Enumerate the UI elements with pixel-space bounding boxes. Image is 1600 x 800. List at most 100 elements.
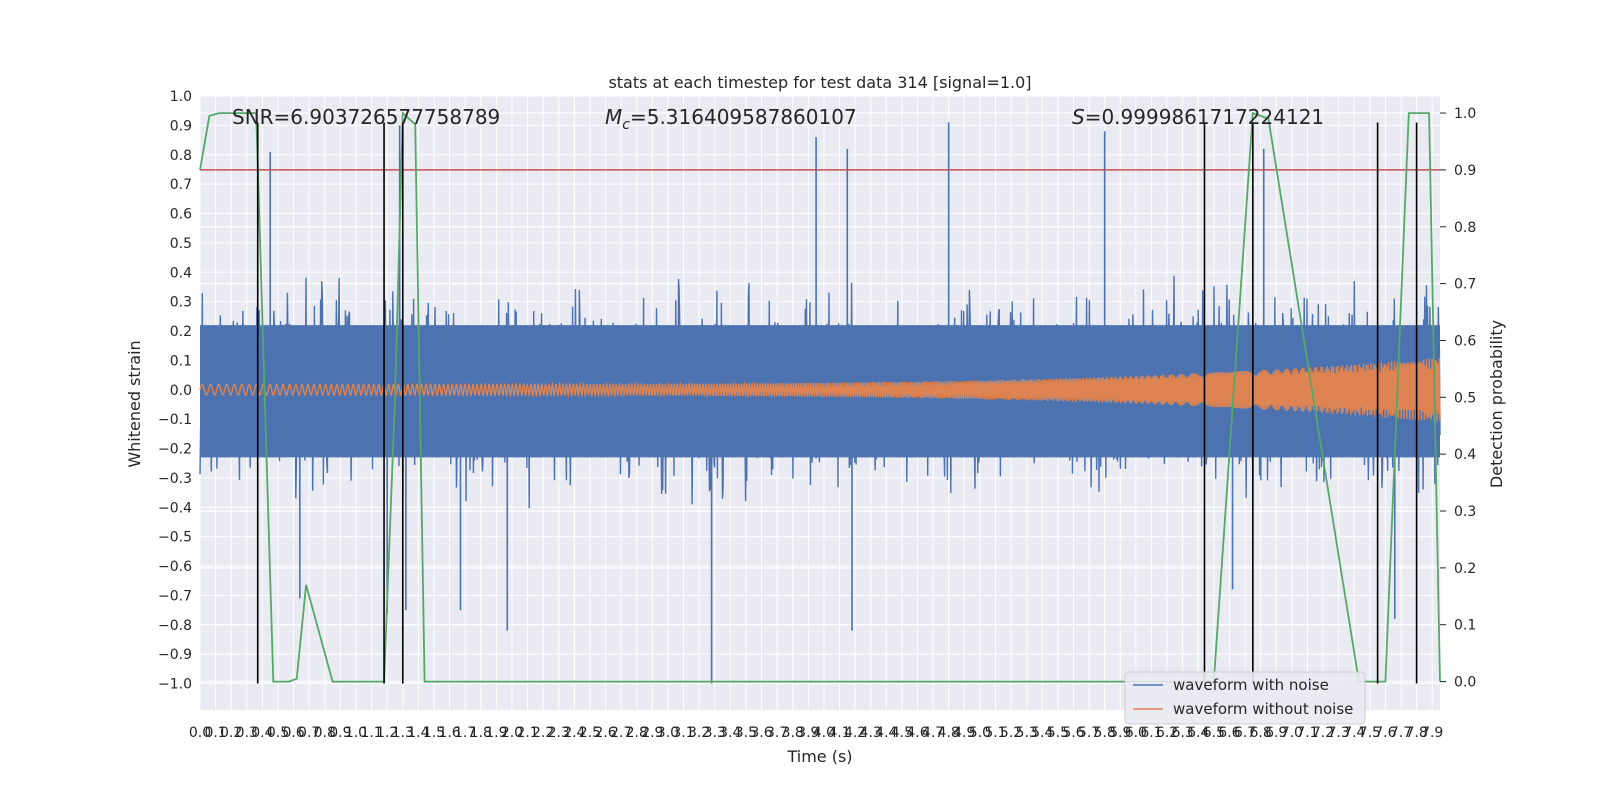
y2-tick-label: 1.0: [1454, 106, 1476, 122]
x-tick-label: 1.8: [470, 725, 492, 741]
x-tick-label: 6.0: [1125, 725, 1147, 741]
x-tick-label: 5.6: [1062, 725, 1084, 741]
x-tick-label: 4.7: [922, 725, 944, 741]
x-tick-label: 5.3: [1016, 725, 1038, 741]
x-tick-label: 7.3: [1327, 725, 1349, 741]
y2-tick-label: 0.7: [1454, 277, 1476, 293]
x-tick-label: 2.5: [579, 725, 601, 741]
x-axis-label: Time (s): [786, 747, 852, 766]
x-tick-label: 3.7: [766, 725, 788, 741]
x-tick-label: 2.3: [548, 725, 570, 741]
y-tick-label: −0.5: [158, 530, 192, 546]
detection-markers: [256, 122, 1418, 684]
x-tick-label: 7.6: [1374, 725, 1396, 741]
y2-tick-label: 0.8: [1454, 220, 1476, 236]
x-tick-label: 6.2: [1156, 725, 1178, 741]
y2-tick-label: 0.0: [1454, 675, 1476, 691]
y-axis-ticks: 1.0 0.9 0.8 0.7 0.6 0.5 0.4 0.3 0.2 0.1 0.0 −0.1 −0.…: [158, 89, 192, 693]
x-tick-label: 1.7: [454, 725, 476, 741]
x-tick-label: 3.3: [704, 725, 726, 741]
y-tick-label: 0.6: [170, 207, 192, 223]
x-tick-label: 4.3: [860, 725, 882, 741]
x-tick-label: 7.5: [1359, 725, 1381, 741]
x-tick-label: 5.7: [1078, 725, 1100, 741]
x-tick-label: 0.4: [251, 725, 273, 741]
x-tick-label: 6.3: [1172, 725, 1194, 741]
x-tick-label: 6.1: [1140, 725, 1162, 741]
x-tick-label: 5.5: [1047, 725, 1069, 741]
x-tick-label: 5.1: [984, 725, 1006, 741]
y-tick-label: 0.1: [170, 353, 192, 369]
x-tick-label: 4.5: [891, 725, 913, 741]
y-axis-label: Whitened strain: [125, 340, 144, 467]
x-tick-label: 4.2: [844, 725, 866, 741]
x-tick-label: 6.7: [1234, 725, 1256, 741]
x-axis-ticks: 0.00.10.20.30.40.50.60.70.80.91.01.11.21…: [189, 725, 1443, 741]
y-tick-label: 0.0: [170, 383, 192, 399]
x-tick-label: 1.1: [360, 725, 382, 741]
y-tick-label: −0.9: [158, 647, 192, 663]
y2-tick-label: 0.5: [1454, 390, 1476, 406]
y-tick-label: −0.4: [158, 500, 192, 516]
x-tick-label: 7.4: [1343, 725, 1365, 741]
x-tick-label: 1.0: [345, 725, 367, 741]
y-tick-label: 0.7: [170, 177, 192, 193]
x-tick-label: 1.5: [423, 725, 445, 741]
x-tick-label: 7.1: [1296, 725, 1318, 741]
y-tick-label: −0.7: [158, 588, 192, 604]
x-tick-label: 0.0: [189, 725, 211, 741]
x-tick-label: 5.0: [969, 725, 991, 741]
legend-box: [1124, 671, 1366, 725]
y-tick-label: 0.5: [170, 236, 192, 252]
legend-label-noise: waveform with noise: [1173, 676, 1329, 694]
legend-label-clean: waveform without noise: [1173, 700, 1353, 718]
snr-annotation: SNR=6.903726577758789: [232, 105, 500, 129]
x-tick-label: 5.2: [1000, 725, 1022, 741]
x-tick-label: 0.3: [236, 725, 258, 741]
y-tick-label: −1.0: [158, 677, 192, 693]
chirp-mass-annotation: Mc=5.316409587860107: [605, 105, 857, 133]
x-tick-label: 6.5: [1203, 725, 1225, 741]
x-tick-label: 3.6: [750, 725, 772, 741]
y-tick-label: −0.2: [158, 442, 192, 458]
x-tick-label: 0.1: [204, 725, 226, 741]
x-tick-label: 5.4: [1031, 725, 1053, 741]
x-tick-label: 2.8: [626, 725, 648, 741]
y2-tick-label: 0.1: [1454, 618, 1476, 634]
x-tick-label: 2.6: [594, 725, 616, 741]
statistic-value: =0.9999861717224121: [1085, 105, 1324, 129]
x-tick-label: 7.8: [1405, 725, 1427, 741]
x-tick-label: 1.3: [392, 725, 414, 741]
y2-tick-label: 0.4: [1454, 447, 1476, 463]
chirp-mass-subscript: c: [622, 117, 630, 133]
x-tick-label: 2.1: [516, 725, 538, 741]
chart-title: stats at each timestep for test data 314…: [608, 73, 1031, 92]
x-tick-label: 3.9: [797, 725, 819, 741]
x-tick-label: 1.4: [407, 725, 429, 741]
y-tick-label: 1.0: [170, 89, 192, 105]
x-tick-label: 6.9: [1265, 725, 1287, 741]
x-tick-label: 4.0: [813, 725, 835, 741]
x-tick-label: 7.9: [1421, 725, 1443, 741]
y-tick-label: 0.9: [170, 118, 192, 134]
x-tick-label: 4.9: [953, 725, 975, 741]
x-tick-label: 7.7: [1390, 725, 1412, 741]
y2-tick-label: 0.2: [1454, 561, 1476, 577]
x-tick-label: 0.8: [314, 725, 336, 741]
legend: waveform with noise waveform without noi…: [1124, 671, 1366, 725]
x-tick-label: 3.1: [672, 725, 694, 741]
y2-axis-ticks: 1.0 0.9 0.8 0.7 0.6 0.5 0.4 0.3 0.2 0.1 0.0: [1440, 106, 1476, 691]
x-tick-label: 3.4: [719, 725, 741, 741]
x-tick-label: 3.8: [782, 725, 804, 741]
y-tick-label: −0.6: [158, 559, 192, 575]
x-tick-label: 0.9: [329, 725, 351, 741]
x-tick-label: 0.7: [298, 725, 320, 741]
y-tick-label: 0.4: [170, 265, 192, 281]
x-tick-label: 3.0: [657, 725, 679, 741]
x-tick-label: 7.2: [1312, 725, 1334, 741]
chirp-mass-symbol: M: [605, 105, 622, 129]
x-tick-label: 1.9: [485, 725, 507, 741]
y-tick-label: 0.8: [170, 148, 192, 164]
y-tick-label: −0.1: [158, 412, 192, 428]
probability-trace: [199, 111, 1441, 683]
